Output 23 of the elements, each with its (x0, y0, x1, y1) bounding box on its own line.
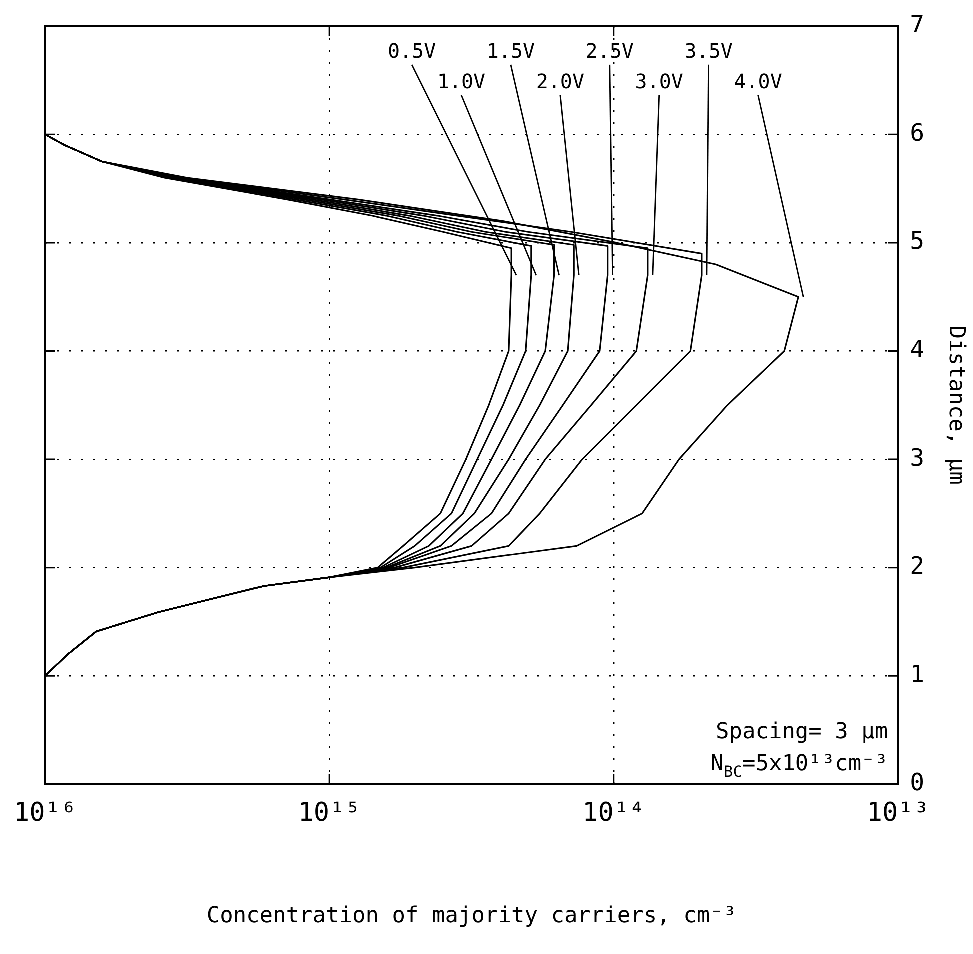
x-tick-label: 10¹³ (866, 798, 930, 828)
x-axis-title: Concentration of majority carriers, cm⁻³ (206, 904, 737, 929)
y-tick-label: 0 (910, 768, 925, 797)
y-tick-label: 4 (910, 335, 925, 364)
annotation: Spacing= 3 μm (716, 719, 888, 744)
y-axis-title: Distance, μm (944, 326, 970, 485)
legend-label: 2.5V (586, 39, 634, 64)
text: 3.0V (635, 69, 684, 94)
y-tick-label: 5 (910, 227, 925, 256)
text: 0.5V (388, 39, 436, 64)
y-tick-label: 7 (910, 10, 925, 39)
text: 1.5V (486, 39, 536, 64)
text: 2.0V (536, 69, 585, 94)
text: 4.0V (734, 69, 782, 94)
text: 1.0V (437, 69, 486, 94)
x-tick-label: 10¹⁴ (582, 798, 646, 828)
x-tick-label: 10¹⁶ (14, 798, 77, 828)
text: 3.5V (684, 39, 733, 64)
y-tick-label: 1 (910, 660, 925, 688)
y-tick-label: 3 (910, 444, 925, 472)
y-tick-label: 6 (910, 118, 925, 147)
y-tick-label: 2 (910, 552, 925, 580)
x-tick-label: 10¹⁵ (298, 798, 361, 828)
